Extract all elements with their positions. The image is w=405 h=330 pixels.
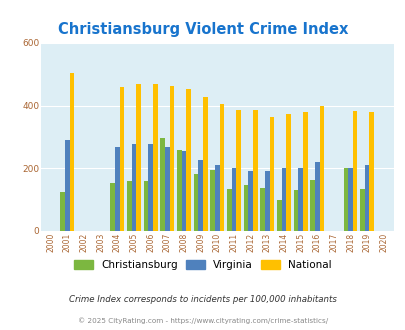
Bar xyxy=(181,151,186,231)
Bar xyxy=(281,168,286,231)
Bar xyxy=(264,171,269,231)
Bar xyxy=(214,165,219,231)
Bar xyxy=(160,138,164,231)
Bar xyxy=(131,144,136,231)
Bar xyxy=(148,144,153,231)
Bar xyxy=(319,106,323,231)
Bar xyxy=(115,147,119,231)
Bar xyxy=(198,159,202,231)
Bar xyxy=(69,73,74,231)
Bar xyxy=(247,171,252,231)
Text: Crime Index corresponds to incidents per 100,000 inhabitants: Crime Index corresponds to incidents per… xyxy=(69,295,336,304)
Bar xyxy=(343,168,347,231)
Bar xyxy=(143,181,148,231)
Bar xyxy=(309,180,314,231)
Bar xyxy=(369,113,373,231)
Bar xyxy=(252,110,257,231)
Bar xyxy=(347,168,352,231)
Bar xyxy=(352,111,357,231)
Bar xyxy=(293,190,297,231)
Bar xyxy=(243,184,247,231)
Text: Christiansburg Violent Crime Index: Christiansburg Violent Crime Index xyxy=(58,22,347,37)
Bar xyxy=(136,84,141,231)
Bar xyxy=(65,140,69,231)
Bar xyxy=(260,188,264,231)
Bar xyxy=(177,150,181,231)
Bar xyxy=(202,97,207,231)
Text: © 2025 CityRating.com - https://www.cityrating.com/crime-statistics/: © 2025 CityRating.com - https://www.city… xyxy=(78,317,327,324)
Bar xyxy=(169,86,174,231)
Bar xyxy=(110,183,115,231)
Bar xyxy=(127,181,131,231)
Bar xyxy=(236,110,240,231)
Bar xyxy=(164,147,169,231)
Bar xyxy=(219,104,224,231)
Bar xyxy=(186,89,190,231)
Bar xyxy=(359,189,364,231)
Bar xyxy=(286,115,290,231)
Bar xyxy=(210,170,214,231)
Bar xyxy=(226,189,231,231)
Bar xyxy=(231,168,236,231)
Bar xyxy=(193,174,198,231)
Bar xyxy=(60,192,65,231)
Bar xyxy=(302,112,307,231)
Bar xyxy=(276,200,281,231)
Bar xyxy=(297,168,302,231)
Bar xyxy=(364,165,369,231)
Legend: Christiansburg, Virginia, National: Christiansburg, Virginia, National xyxy=(74,260,331,270)
Bar xyxy=(314,162,319,231)
Bar xyxy=(153,84,157,231)
Bar xyxy=(269,116,273,231)
Bar xyxy=(119,87,124,231)
